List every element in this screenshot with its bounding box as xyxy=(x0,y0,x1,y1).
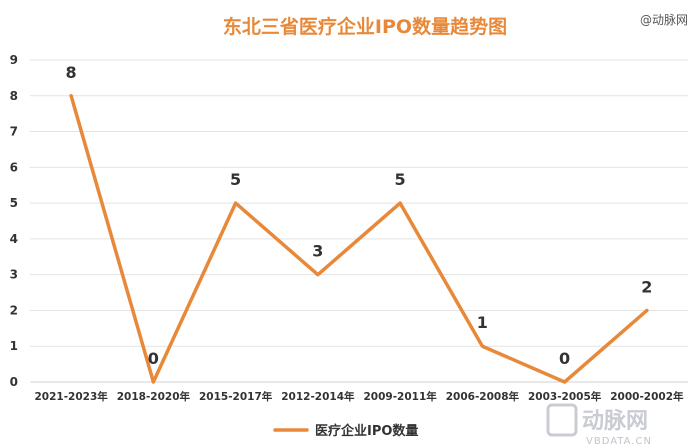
y-tick-label: 3 xyxy=(10,268,18,282)
data-labels: 8 0 5 3 5 1 0 2 xyxy=(66,63,653,368)
data-label: 0 xyxy=(148,349,159,368)
top-watermark: @动脉网 xyxy=(640,12,688,27)
x-tick-label: 2018-2020年 xyxy=(117,390,191,403)
y-tick-label: 1 xyxy=(10,339,18,353)
data-point xyxy=(645,308,649,312)
gridlines xyxy=(30,59,688,383)
legend-label: 医疗企业IPO数量 xyxy=(315,423,418,439)
x-tick-label: 2003-2005年 xyxy=(528,390,602,403)
watermark-url: VBDATA.CN xyxy=(586,436,652,447)
data-point xyxy=(398,201,402,205)
data-label: 2 xyxy=(641,277,652,296)
data-label: 1 xyxy=(477,313,488,332)
vb-logo-icon xyxy=(546,403,578,437)
series-layer xyxy=(69,94,649,384)
y-tick-label: 0 xyxy=(10,375,18,389)
data-point xyxy=(316,273,320,277)
data-point xyxy=(234,201,238,205)
data-label: 5 xyxy=(230,170,241,189)
series-line xyxy=(69,94,649,384)
x-tick-label: 2000-2002年 xyxy=(610,390,684,403)
x-tick-label: 2009-2011年 xyxy=(363,390,437,403)
y-tick-label: 6 xyxy=(10,160,18,174)
data-point xyxy=(480,344,484,348)
data-label: 0 xyxy=(559,349,570,368)
chart-title: 东北三省医疗企业IPO数量趋势图 xyxy=(223,15,507,38)
vbdata-logo-watermark: 动脉网 VBDATA.CN xyxy=(546,403,652,447)
data-label: 3 xyxy=(312,242,323,261)
data-label: 5 xyxy=(395,170,406,189)
legend: 医疗企业IPO数量 xyxy=(273,423,418,439)
data-point xyxy=(151,380,155,384)
x-tick-label: 2015-2017年 xyxy=(199,390,273,403)
y-axis-ticks: 0 1 2 3 4 5 6 7 8 9 xyxy=(10,53,18,389)
data-point xyxy=(69,94,73,98)
y-tick-label: 2 xyxy=(10,303,18,317)
y-tick-label: 5 xyxy=(10,196,18,210)
data-label: 8 xyxy=(66,63,77,82)
x-tick-label: 2006-2008年 xyxy=(446,390,520,403)
x-axis-ticks: 2021-2023年 2018-2020年 2015-2017年 2012-2014年… xyxy=(34,390,684,403)
y-tick-label: 9 xyxy=(10,53,18,67)
watermark-logo-text: 动脉网 xyxy=(582,409,648,434)
data-point xyxy=(563,380,567,384)
y-tick-label: 8 xyxy=(10,89,18,103)
x-tick-label: 2012-2014年 xyxy=(281,390,355,403)
y-tick-label: 7 xyxy=(10,125,18,139)
x-tick-label: 2021-2023年 xyxy=(34,390,108,403)
y-tick-label: 4 xyxy=(10,232,18,246)
